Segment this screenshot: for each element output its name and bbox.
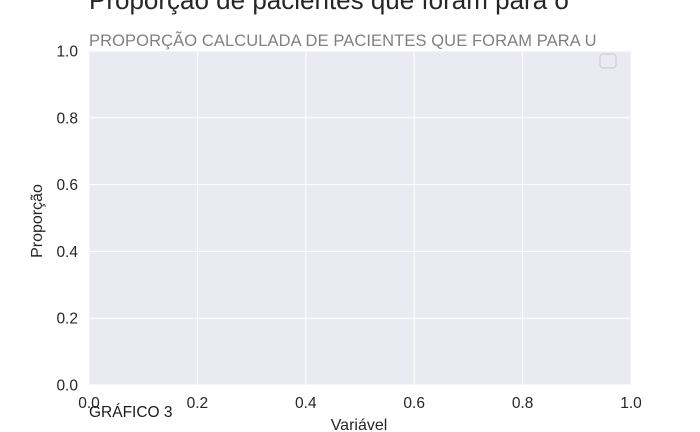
- y-tick-labels: 0.0 0.2 0.4 0.6 0.8 1.0: [56, 44, 78, 395]
- chart-subtitle: PROPORÇÃO CALCULADA DE PACIENTES QUE FOR…: [89, 30, 597, 50]
- y-tick-label: 0.6: [56, 177, 78, 194]
- y-gridlines: [89, 50, 631, 386]
- x-gridlines: [88, 51, 632, 385]
- x-tick-label: 1.0: [620, 395, 642, 412]
- x-axis-label: Variável: [331, 417, 388, 432]
- y-tick-label: 0.4: [56, 244, 78, 261]
- y-tick-label: 1.0: [56, 44, 78, 61]
- legend-box: [599, 53, 617, 69]
- figure-caption: GRÁFICO 3: [89, 404, 173, 421]
- x-tick-labels: 0.0 0.2 0.4 0.6 0.8 1.0: [78, 395, 642, 412]
- y-axis-label: Proporção: [29, 184, 46, 258]
- chart-title: Proporção de pacientes que foram para o: [89, 0, 569, 15]
- y-tick-label: 0.8: [56, 110, 78, 127]
- y-tick-label: 0.2: [56, 311, 78, 328]
- x-tick-label: 0.0: [78, 395, 100, 412]
- x-tick-label: 0.6: [403, 395, 425, 412]
- y-tick-label: 0.0: [56, 378, 78, 395]
- x-tick-label: 0.2: [187, 395, 209, 412]
- x-tick-label: 0.8: [512, 395, 534, 412]
- plot-area: [89, 51, 631, 385]
- x-tick-label: 0.4: [295, 395, 317, 412]
